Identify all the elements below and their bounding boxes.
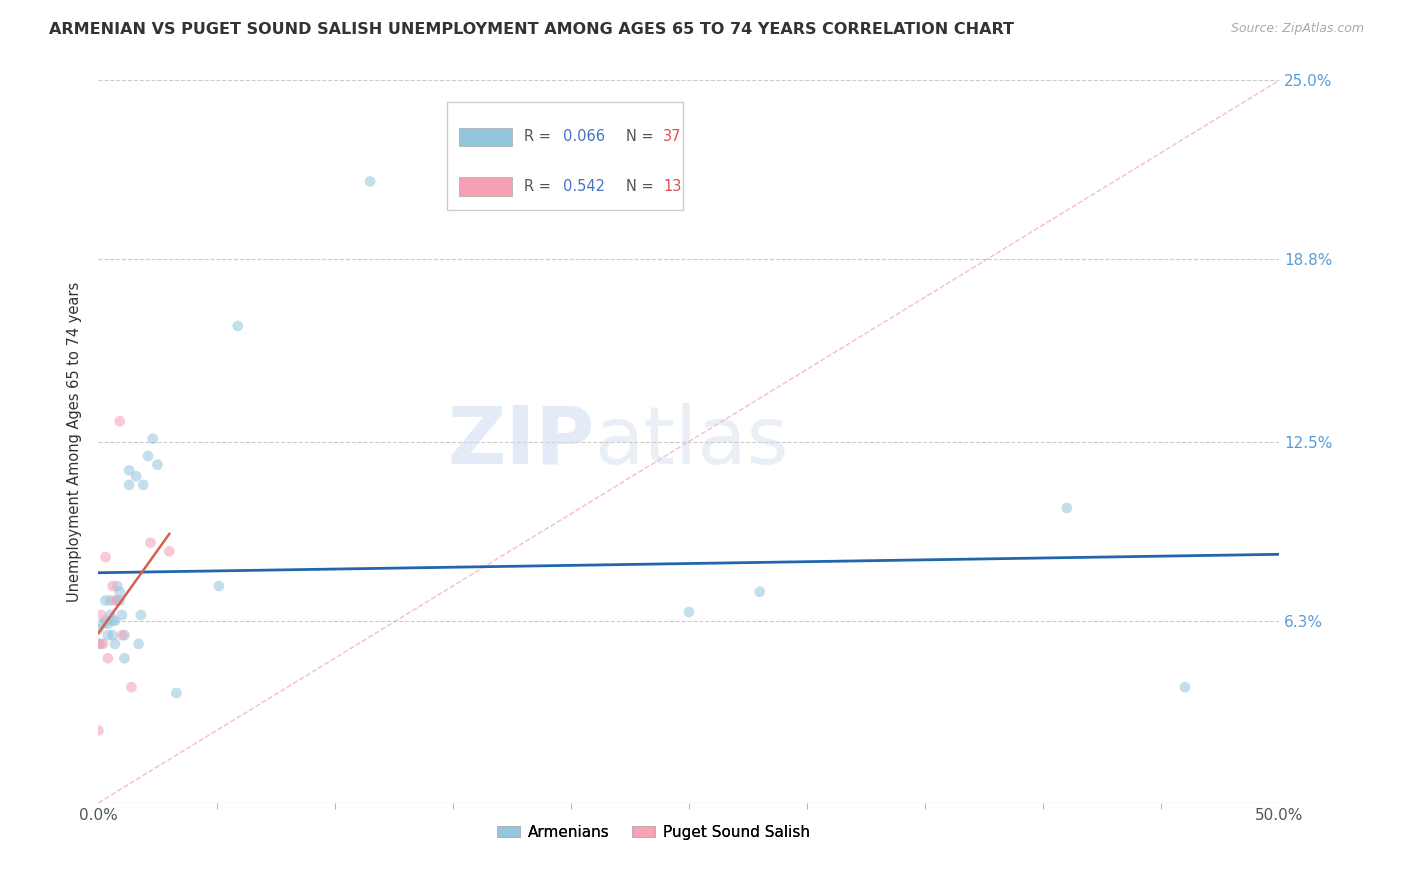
Text: ZIP: ZIP [447, 402, 595, 481]
Bar [458, 128, 512, 145]
Text: 13: 13 [664, 179, 682, 194]
Text: Source: ZipAtlas.com: Source: ZipAtlas.com [1230, 22, 1364, 36]
Text: R =: R = [523, 129, 555, 145]
Point [111, 628, 134, 642]
Point [108, 593, 131, 607]
FancyBboxPatch shape [447, 102, 683, 211]
Point [1174, 680, 1197, 694]
Point [118, 463, 141, 477]
Text: 0.066: 0.066 [562, 129, 605, 145]
Point [104, 593, 127, 607]
Point [359, 174, 381, 188]
Legend: Armenians, Puget Sound Salish: Armenians, Puget Sound Salish [491, 819, 815, 846]
Point [91, 637, 114, 651]
Point [97, 616, 120, 631]
Y-axis label: Unemployment Among Ages 65 to 74 years: Unemployment Among Ages 65 to 74 years [67, 281, 83, 602]
Point [101, 579, 124, 593]
Point [101, 614, 124, 628]
Point [118, 478, 141, 492]
Point [112, 628, 135, 642]
Point [105, 593, 128, 607]
Point [112, 651, 135, 665]
Point [108, 584, 131, 599]
Text: atlas: atlas [595, 402, 789, 481]
Point [208, 579, 231, 593]
Point [98, 607, 121, 622]
Point [678, 605, 700, 619]
Text: 0.542: 0.542 [562, 179, 605, 194]
Point [128, 637, 150, 651]
Point [226, 318, 249, 333]
Point [87, 623, 110, 637]
Point [125, 469, 148, 483]
Text: ARMENIAN VS PUGET SOUND SALISH UNEMPLOYMENT AMONG AGES 65 TO 74 YEARS CORRELATIO: ARMENIAN VS PUGET SOUND SALISH UNEMPLOYM… [49, 22, 1014, 37]
Point [139, 535, 162, 549]
Point [1056, 501, 1078, 516]
Point [91, 616, 114, 631]
Point [157, 544, 180, 558]
Point [146, 458, 169, 472]
Point [94, 593, 117, 607]
Point [111, 607, 134, 622]
Point [87, 723, 110, 738]
Point [748, 584, 770, 599]
Point [94, 550, 117, 565]
Bar [458, 178, 512, 195]
Point [104, 637, 127, 651]
Point [136, 449, 159, 463]
Point [90, 637, 112, 651]
Text: N =: N = [626, 129, 658, 145]
Point [87, 637, 110, 651]
Point [104, 614, 127, 628]
Point [132, 478, 155, 492]
Text: N =: N = [626, 179, 658, 194]
Point [101, 628, 124, 642]
Point [108, 414, 131, 428]
Point [121, 680, 143, 694]
Point [90, 607, 112, 622]
Text: R =: R = [523, 179, 555, 194]
Point [98, 593, 121, 607]
Point [142, 432, 165, 446]
Point [105, 579, 128, 593]
Point [94, 614, 117, 628]
Point [165, 686, 187, 700]
Point [129, 607, 152, 622]
Point [97, 628, 120, 642]
Text: 37: 37 [664, 129, 682, 145]
Point [97, 651, 120, 665]
